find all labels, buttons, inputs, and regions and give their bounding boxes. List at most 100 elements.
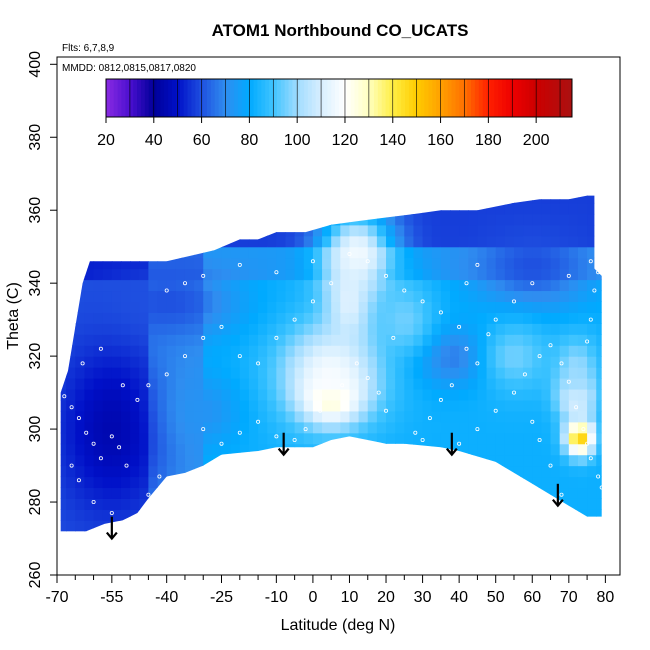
heatmap-cell xyxy=(84,443,95,456)
heatmap-cell xyxy=(130,195,140,204)
heatmap-cell xyxy=(605,236,615,248)
heatmap-cell xyxy=(358,235,369,248)
heatmap-cell xyxy=(294,213,305,226)
heatmap-cell xyxy=(395,246,405,259)
heatmap-cell xyxy=(358,410,369,423)
heatmap-cell xyxy=(596,476,602,489)
heatmap-cell xyxy=(230,323,241,335)
heatmap-cell xyxy=(157,356,168,368)
heatmap-cell xyxy=(550,301,561,313)
heatmap-cell xyxy=(166,356,177,368)
heatmap-cell xyxy=(212,476,223,489)
heatmap-cell xyxy=(495,432,506,445)
heatmap-cell xyxy=(166,378,177,390)
heatmap-cell xyxy=(340,323,351,335)
heatmap-cell xyxy=(166,476,177,489)
heatmap-cell xyxy=(440,312,451,324)
heatmap-cell xyxy=(203,432,213,445)
heatmap-cell xyxy=(459,498,469,510)
heatmap-cell xyxy=(504,268,515,281)
y-tick-label: 260 xyxy=(27,562,44,589)
heatmap-cell xyxy=(513,195,524,204)
heatmap-cell xyxy=(230,268,241,281)
heatmap-cell xyxy=(513,454,524,467)
x-tick-label: 30 xyxy=(414,589,432,606)
sample-point xyxy=(310,259,315,264)
heatmap-cell xyxy=(523,378,533,390)
heatmap-cell xyxy=(120,367,131,379)
heatmap-cell xyxy=(532,246,542,259)
heatmap-cell xyxy=(532,454,542,467)
heatmap-cell xyxy=(285,224,296,237)
heatmap-cell xyxy=(504,202,515,215)
heatmap-cell xyxy=(75,195,86,204)
heatmap-cell xyxy=(477,520,488,532)
heatmap-cell xyxy=(413,388,424,401)
heatmap-cell xyxy=(468,367,479,379)
heatmap-cell xyxy=(194,378,204,390)
heatmap-cell xyxy=(157,279,168,292)
heatmap-cell xyxy=(377,531,387,543)
heatmap-cell xyxy=(212,399,223,412)
heatmap-cell xyxy=(532,202,542,215)
heatmap-cell xyxy=(504,213,515,226)
y-tick-label: 300 xyxy=(27,416,44,443)
heatmap-cell xyxy=(376,279,387,292)
heatmap-cell xyxy=(157,301,168,313)
heatmap-cell xyxy=(120,202,131,215)
heatmap-cell xyxy=(541,509,552,521)
heatmap-cell xyxy=(495,290,506,302)
heatmap-cell xyxy=(440,202,451,215)
sample-point xyxy=(274,335,279,340)
heatmap-cell xyxy=(404,279,415,292)
heatmap-cell xyxy=(285,235,296,248)
heatmap-cell xyxy=(532,509,542,521)
heatmap-cell xyxy=(532,301,542,313)
heatmap-cell xyxy=(184,421,195,434)
colorbar-segment xyxy=(533,79,538,117)
heatmap-cell xyxy=(504,432,515,445)
heatmap-cell xyxy=(358,202,369,215)
heatmap-cell xyxy=(587,195,597,204)
heatmap-cell xyxy=(532,312,542,324)
heatmap-cell xyxy=(148,520,159,532)
heatmap-cell xyxy=(577,312,588,324)
heatmap-cell xyxy=(60,213,67,226)
heatmap-cell xyxy=(559,432,570,445)
heatmap-cell xyxy=(84,202,95,215)
heatmap-cell xyxy=(340,312,351,324)
heatmap-cell xyxy=(386,235,396,248)
heatmap-cell xyxy=(404,290,415,302)
heatmap-cell xyxy=(111,290,122,302)
heatmap-cell xyxy=(495,356,506,368)
heatmap-cell xyxy=(120,257,131,270)
colorbar-segment xyxy=(335,79,340,117)
heatmap-cell xyxy=(139,290,149,302)
sample-point xyxy=(512,299,517,304)
colorbar-segment xyxy=(420,79,425,117)
heatmap-cell xyxy=(367,195,378,204)
colorbar-segment xyxy=(230,79,235,117)
heatmap-cell xyxy=(322,181,332,193)
heatmap-cell xyxy=(166,399,177,412)
heatmap-cell xyxy=(111,399,122,412)
heatmap-cell xyxy=(450,432,460,445)
heatmap-cell xyxy=(349,421,360,434)
heatmap-cell xyxy=(139,378,149,390)
heatmap-cell xyxy=(93,268,104,281)
heatmap-cell xyxy=(459,202,469,215)
heatmap-cell xyxy=(139,542,149,554)
heatmap-cell xyxy=(468,323,479,335)
heatmap-cell xyxy=(550,399,561,412)
heatmap-cell xyxy=(148,290,159,302)
heatmap-cell xyxy=(60,356,67,368)
heatmap-cell xyxy=(285,356,296,368)
sample-point xyxy=(559,492,564,497)
heatmap-cell xyxy=(331,542,341,554)
heatmap-cell xyxy=(440,195,451,204)
sample-points xyxy=(62,251,604,526)
heatmap-cell xyxy=(358,323,369,335)
heatmap-cell xyxy=(395,334,405,346)
heatmap-cell xyxy=(532,195,542,204)
heatmap-cell xyxy=(404,345,415,357)
